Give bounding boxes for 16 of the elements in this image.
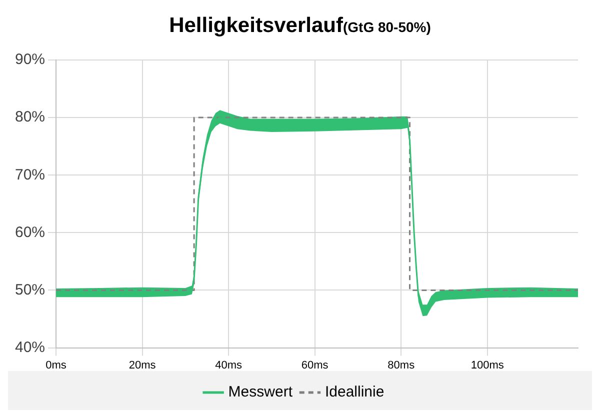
chart-subtitle: (GtG 80-50%)	[342, 19, 431, 35]
legend-label: Messwert	[228, 384, 294, 401]
y-tick-label: 40%	[14, 338, 46, 356]
y-tick-label: 70%	[14, 166, 46, 184]
y-tick-label: 50%	[14, 281, 46, 298]
x-tick-label: 20ms	[128, 359, 156, 372]
x-tick-label: 60ms	[301, 359, 329, 372]
x-tick-label: 40ms	[215, 359, 243, 372]
y-tick-label: 80%	[14, 108, 46, 126]
legend-label: Ideallinie	[324, 384, 384, 401]
y-tick-label: 60%	[14, 224, 46, 241]
x-tick-label: 80ms	[388, 359, 416, 372]
chart-title: Helligkeitsverlauf	[169, 14, 343, 37]
y-tick-label: 90%	[14, 51, 46, 68]
x-tick-label: 0ms	[46, 359, 67, 372]
x-tick-label: 100ms	[470, 359, 504, 372]
